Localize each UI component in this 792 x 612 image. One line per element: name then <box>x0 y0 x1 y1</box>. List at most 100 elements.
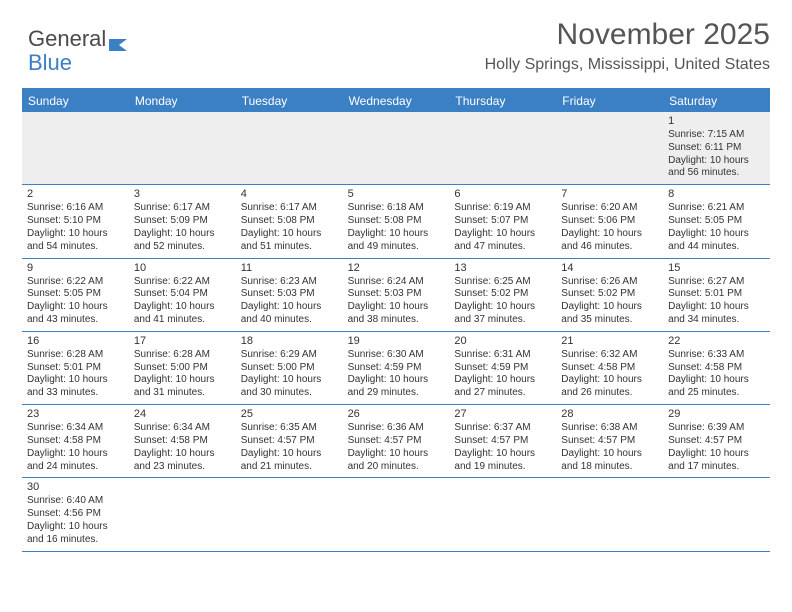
day-number: 27 <box>454 407 551 421</box>
day-sunrise: Sunrise: 6:33 AM <box>668 349 765 362</box>
day-cell: 19Sunrise: 6:30 AMSunset: 4:59 PMDayligh… <box>343 332 450 404</box>
day-sunrise: Sunrise: 6:19 AM <box>454 202 551 215</box>
calendar: SundayMondayTuesdayWednesdayThursdayFrid… <box>22 88 770 552</box>
day-sunrise: Sunrise: 6:20 AM <box>561 202 658 215</box>
day-cell: 2Sunrise: 6:16 AMSunset: 5:10 PMDaylight… <box>22 185 129 257</box>
weekday-header: Monday <box>129 90 236 112</box>
day-d2: and 49 minutes. <box>348 241 445 254</box>
day-sunset: Sunset: 5:09 PM <box>134 215 231 228</box>
day-sunset: Sunset: 5:02 PM <box>561 288 658 301</box>
day-cell: 29Sunrise: 6:39 AMSunset: 4:57 PMDayligh… <box>663 405 770 477</box>
day-sunset: Sunset: 5:05 PM <box>668 215 765 228</box>
day-d2: and 43 minutes. <box>27 314 124 327</box>
day-sunset: Sunset: 4:57 PM <box>348 435 445 448</box>
day-d2: and 18 minutes. <box>561 461 658 474</box>
day-number: 30 <box>27 480 124 494</box>
day-sunset: Sunset: 4:59 PM <box>348 362 445 375</box>
day-d2: and 16 minutes. <box>27 534 124 547</box>
weekday-header: Wednesday <box>343 90 450 112</box>
day-sunset: Sunset: 5:04 PM <box>134 288 231 301</box>
day-sunset: Sunset: 5:01 PM <box>668 288 765 301</box>
day-d1: Daylight: 10 hours <box>454 228 551 241</box>
day-d2: and 31 minutes. <box>134 387 231 400</box>
day-sunrise: Sunrise: 6:39 AM <box>668 422 765 435</box>
day-d1: Daylight: 10 hours <box>241 228 338 241</box>
day-d1: Daylight: 10 hours <box>241 301 338 314</box>
day-sunset: Sunset: 5:08 PM <box>241 215 338 228</box>
day-cell: 27Sunrise: 6:37 AMSunset: 4:57 PMDayligh… <box>449 405 556 477</box>
day-d2: and 52 minutes. <box>134 241 231 254</box>
day-d1: Daylight: 10 hours <box>27 521 124 534</box>
day-d2: and 24 minutes. <box>27 461 124 474</box>
calendar-week: 23Sunrise: 6:34 AMSunset: 4:58 PMDayligh… <box>22 405 770 478</box>
day-cell: 9Sunrise: 6:22 AMSunset: 5:05 PMDaylight… <box>22 259 129 331</box>
day-number: 26 <box>348 407 445 421</box>
day-number: 29 <box>668 407 765 421</box>
day-number: 11 <box>241 261 338 275</box>
logo-flag-icon <box>109 31 131 45</box>
day-sunset: Sunset: 4:58 PM <box>134 435 231 448</box>
empty-day-cell <box>236 478 343 550</box>
day-d1: Daylight: 10 hours <box>668 155 765 168</box>
day-number: 5 <box>348 187 445 201</box>
day-d1: Daylight: 10 hours <box>668 301 765 314</box>
empty-day-cell <box>556 478 663 550</box>
day-sunrise: Sunrise: 6:35 AM <box>241 422 338 435</box>
empty-day-cell <box>449 112 556 184</box>
day-cell: 18Sunrise: 6:29 AMSunset: 5:00 PMDayligh… <box>236 332 343 404</box>
day-number: 18 <box>241 334 338 348</box>
day-sunset: Sunset: 5:03 PM <box>348 288 445 301</box>
day-cell: 26Sunrise: 6:36 AMSunset: 4:57 PMDayligh… <box>343 405 450 477</box>
day-d1: Daylight: 10 hours <box>134 228 231 241</box>
day-number: 4 <box>241 187 338 201</box>
day-number: 3 <box>134 187 231 201</box>
day-sunrise: Sunrise: 7:15 AM <box>668 129 765 142</box>
location-subtitle: Holly Springs, Mississippi, United State… <box>485 56 770 74</box>
day-d1: Daylight: 10 hours <box>348 228 445 241</box>
day-d2: and 33 minutes. <box>27 387 124 400</box>
day-d1: Daylight: 10 hours <box>27 448 124 461</box>
day-sunset: Sunset: 5:10 PM <box>27 215 124 228</box>
day-cell: 4Sunrise: 6:17 AMSunset: 5:08 PMDaylight… <box>236 185 343 257</box>
day-number: 8 <box>668 187 765 201</box>
day-d2: and 41 minutes. <box>134 314 231 327</box>
day-d1: Daylight: 10 hours <box>561 374 658 387</box>
day-d2: and 56 minutes. <box>668 167 765 180</box>
day-sunrise: Sunrise: 6:22 AM <box>134 276 231 289</box>
day-cell: 3Sunrise: 6:17 AMSunset: 5:09 PMDaylight… <box>129 185 236 257</box>
day-number: 19 <box>348 334 445 348</box>
day-sunset: Sunset: 4:57 PM <box>561 435 658 448</box>
day-number: 10 <box>134 261 231 275</box>
day-cell: 1Sunrise: 7:15 AMSunset: 6:11 PMDaylight… <box>663 112 770 184</box>
weekday-header-row: SundayMondayTuesdayWednesdayThursdayFrid… <box>22 90 770 112</box>
weekday-header: Tuesday <box>236 90 343 112</box>
day-cell: 13Sunrise: 6:25 AMSunset: 5:02 PMDayligh… <box>449 259 556 331</box>
day-d1: Daylight: 10 hours <box>134 301 231 314</box>
empty-day-cell <box>449 478 556 550</box>
day-cell: 11Sunrise: 6:23 AMSunset: 5:03 PMDayligh… <box>236 259 343 331</box>
day-sunrise: Sunrise: 6:38 AM <box>561 422 658 435</box>
day-sunrise: Sunrise: 6:28 AM <box>134 349 231 362</box>
day-sunrise: Sunrise: 6:17 AM <box>241 202 338 215</box>
weekday-header: Sunday <box>22 90 129 112</box>
day-sunrise: Sunrise: 6:25 AM <box>454 276 551 289</box>
day-d2: and 35 minutes. <box>561 314 658 327</box>
day-sunset: Sunset: 5:07 PM <box>454 215 551 228</box>
day-sunset: Sunset: 5:05 PM <box>27 288 124 301</box>
day-d1: Daylight: 10 hours <box>27 228 124 241</box>
day-number: 16 <box>27 334 124 348</box>
calendar-week: 2Sunrise: 6:16 AMSunset: 5:10 PMDaylight… <box>22 185 770 258</box>
day-d1: Daylight: 10 hours <box>348 448 445 461</box>
day-d1: Daylight: 10 hours <box>348 374 445 387</box>
empty-day-cell <box>343 112 450 184</box>
day-sunset: Sunset: 6:11 PM <box>668 142 765 155</box>
day-sunset: Sunset: 4:58 PM <box>561 362 658 375</box>
day-sunset: Sunset: 4:57 PM <box>241 435 338 448</box>
day-d2: and 20 minutes. <box>348 461 445 474</box>
day-d2: and 37 minutes. <box>454 314 551 327</box>
day-d2: and 38 minutes. <box>348 314 445 327</box>
day-sunrise: Sunrise: 6:32 AM <box>561 349 658 362</box>
day-sunset: Sunset: 5:03 PM <box>241 288 338 301</box>
day-sunrise: Sunrise: 6:34 AM <box>27 422 124 435</box>
day-number: 17 <box>134 334 231 348</box>
